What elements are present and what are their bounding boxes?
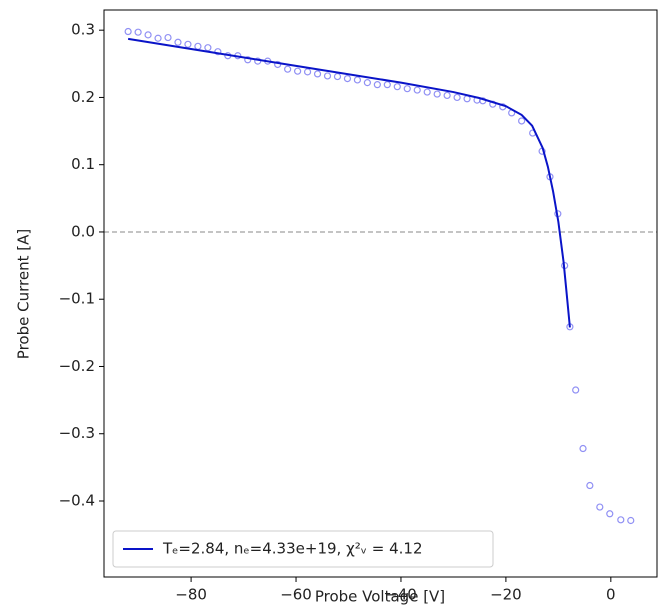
data-point [606, 510, 614, 518]
data-point [579, 444, 587, 453]
data-point [403, 85, 411, 93]
legend-label: Tₑ=2.84, nₑ=4.33e+19, χ²ᵥ = 4.12 [162, 540, 423, 558]
data-point [353, 76, 362, 84]
data-point [586, 481, 594, 490]
data-point [194, 42, 202, 50]
y-tick-label: −0.3 [59, 424, 95, 442]
data-point [333, 72, 342, 81]
data-point [294, 67, 302, 75]
data-point [244, 56, 252, 64]
data-point [572, 386, 580, 394]
legend-box [112, 530, 494, 568]
y-tick-label: 0.1 [71, 155, 95, 173]
y-tick-label: −0.2 [59, 357, 95, 375]
data-point [154, 34, 162, 42]
data-point [596, 503, 604, 511]
data-point [184, 40, 192, 48]
data-point [303, 68, 312, 76]
data-point [164, 33, 172, 42]
data-point [124, 27, 132, 36]
data-point [323, 72, 332, 80]
y-tick-label: 0.3 [71, 21, 95, 39]
data-point [617, 516, 625, 524]
data-point [274, 60, 282, 69]
data-point [373, 81, 381, 89]
data-point [204, 44, 212, 52]
x-tick-label: 0 [606, 586, 616, 604]
fit-line [127, 37, 571, 328]
data-point [413, 86, 421, 94]
data-point [383, 81, 391, 89]
data-point [134, 28, 142, 36]
plot-frame [103, 9, 658, 578]
x-tick-label: −60 [280, 586, 312, 604]
x-tick-label: −40 [385, 586, 417, 604]
data-point [214, 48, 222, 56]
data-point [627, 516, 635, 525]
data-point [433, 90, 441, 98]
data-point [518, 117, 526, 125]
x-axis-label: Probe Voltage [V] [315, 588, 445, 606]
data-point [363, 79, 371, 87]
y-tick-label: −0.1 [59, 290, 95, 308]
data-point [313, 70, 322, 78]
data-point [284, 65, 292, 73]
y-tick-label: 0.2 [71, 88, 95, 106]
y-axis-label: Probe Current [A] [15, 229, 33, 359]
data-point [443, 91, 451, 100]
data-point [393, 83, 401, 91]
x-tick-label: −80 [175, 586, 207, 604]
y-tick-label: 0.0 [71, 222, 95, 240]
data-point [343, 75, 352, 83]
x-tick-label: −20 [490, 586, 522, 604]
data-point [144, 31, 152, 39]
data-point [174, 38, 182, 46]
data-point [453, 93, 461, 102]
data-point [423, 88, 431, 96]
y-tick-label: −0.4 [59, 491, 95, 509]
